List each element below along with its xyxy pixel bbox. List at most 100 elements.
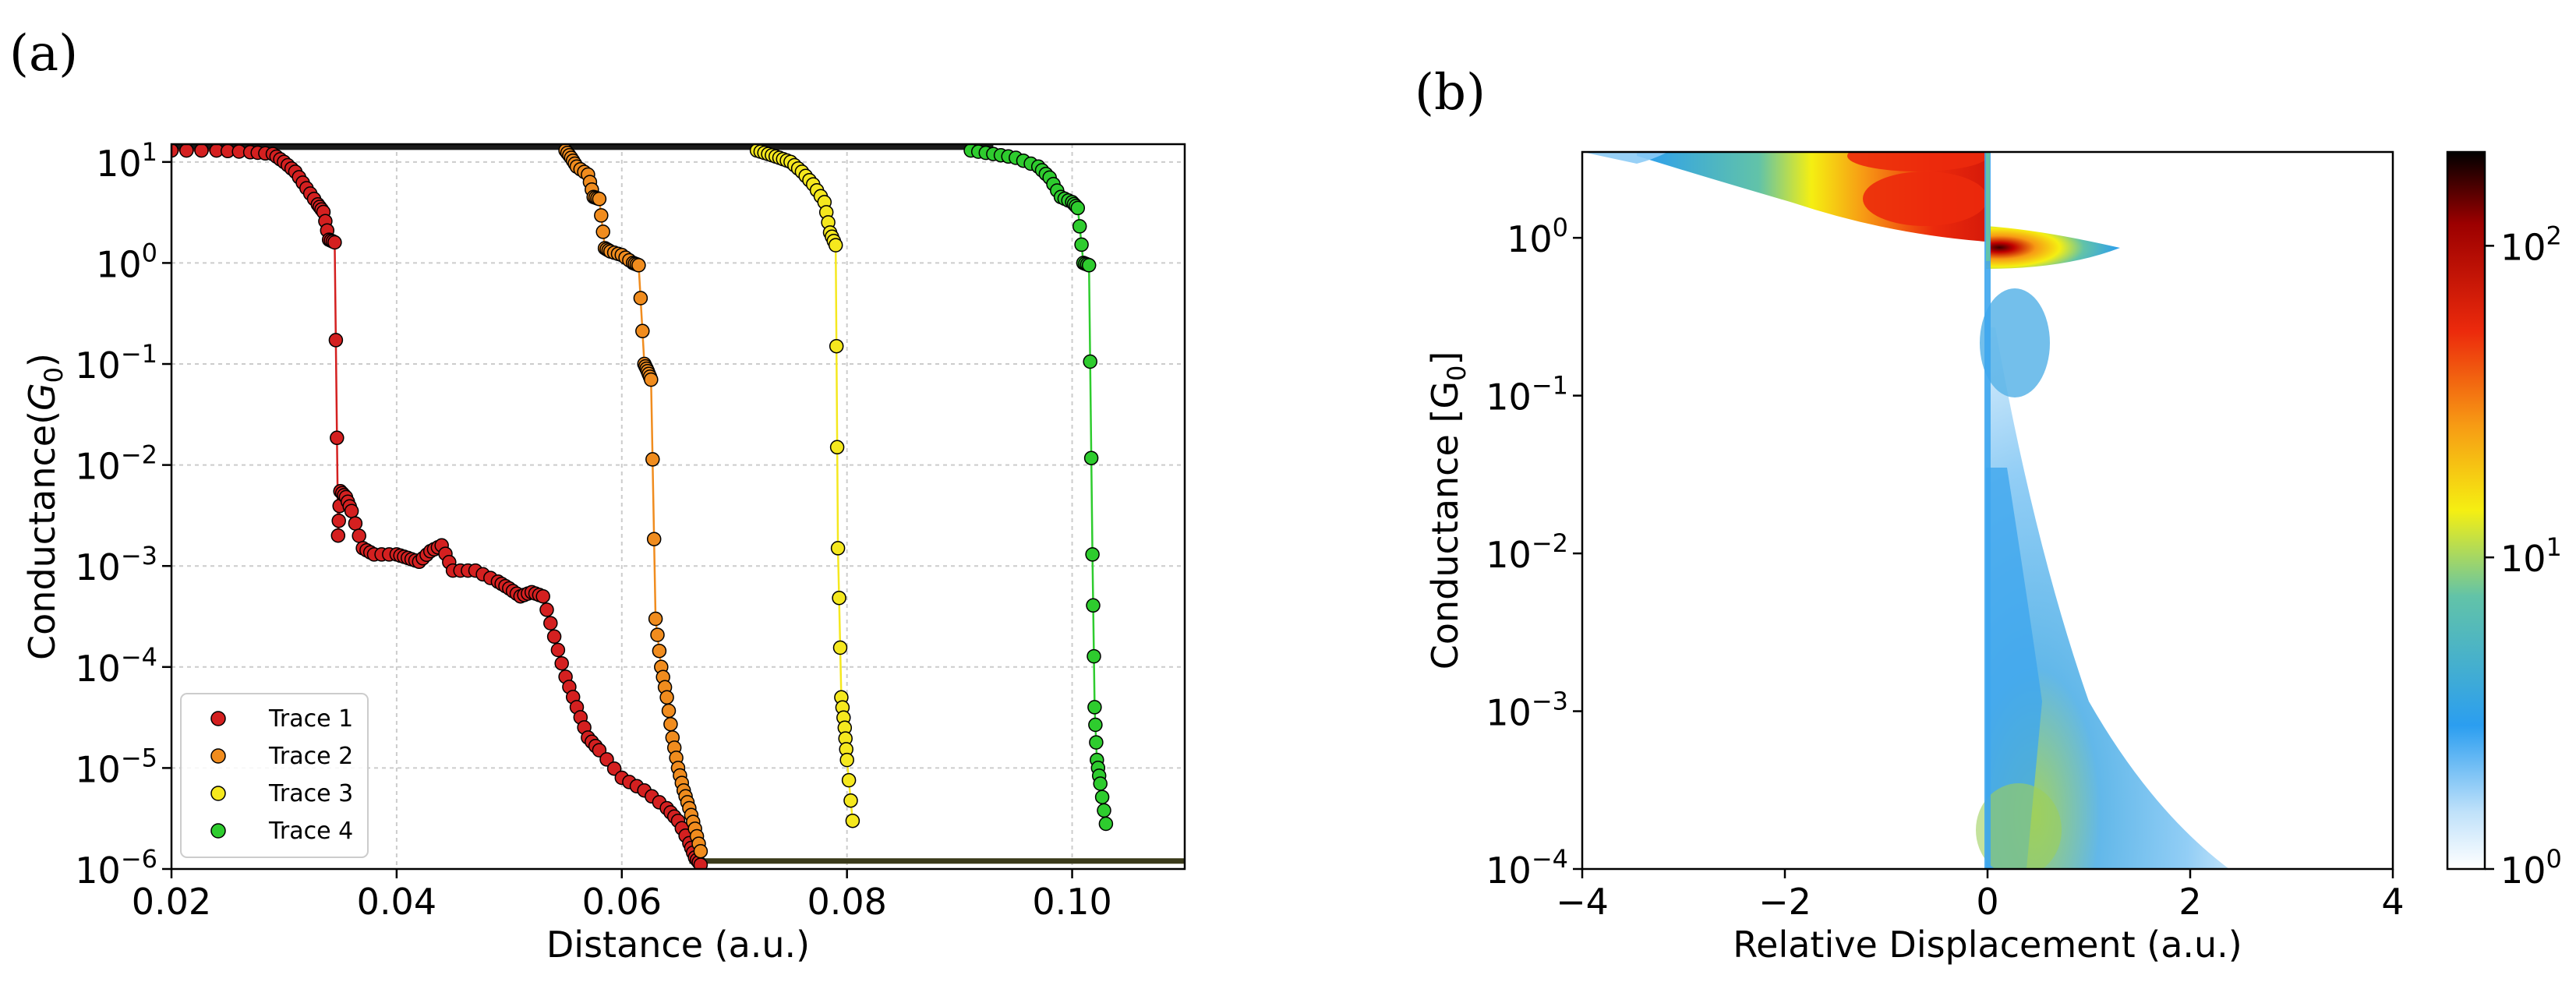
trace-4-point bbox=[1088, 717, 1103, 733]
heatmap-ridge-top bbox=[1986, 152, 1990, 261]
trace-2-point bbox=[594, 208, 609, 223]
trace-2-point bbox=[652, 643, 667, 659]
legend-marker-trace-2 bbox=[210, 748, 226, 764]
trace-2-point bbox=[659, 690, 674, 705]
panel-b-x-ticks: −4 −2 0 2 4 bbox=[1556, 869, 2405, 923]
trace-4-point bbox=[1087, 648, 1101, 664]
heatmap-band-edge bbox=[1582, 152, 1668, 164]
trace-1-point bbox=[592, 743, 607, 758]
panel-a-y-tick-label: 100 bbox=[96, 238, 157, 285]
trace-3-point bbox=[829, 338, 844, 354]
panel-b-label: (b) bbox=[1415, 64, 1486, 122]
colorbar-gradient bbox=[2446, 150, 2486, 871]
panel-b-x-axis-title: Relative Displacement (a.u.) bbox=[1733, 924, 2242, 966]
trace-2-point bbox=[592, 192, 607, 207]
trace-1-point bbox=[171, 144, 179, 158]
heatmap-band-hot-1 bbox=[1863, 171, 1988, 226]
panel-a-y-tick-label: 10−5 bbox=[75, 743, 157, 790]
trace-1-point bbox=[327, 235, 342, 250]
panel-a-x-tick-label: 0.06 bbox=[582, 881, 662, 923]
colorbar-ticks: 100 101 102 bbox=[2485, 221, 2562, 892]
panel-b-y-tick-label: 100 bbox=[1507, 213, 1568, 260]
trace-1-point bbox=[599, 752, 614, 767]
panel-a-x-tick-label: 0.08 bbox=[807, 881, 886, 923]
trace-2-point bbox=[693, 843, 708, 859]
trace-1-point bbox=[606, 761, 622, 776]
heatmap-tail-core bbox=[1986, 468, 2042, 869]
heatmap-tail-green-patch bbox=[1976, 783, 2062, 869]
trace-4-point bbox=[1093, 776, 1108, 791]
heatmap bbox=[1582, 152, 2393, 869]
trace-4-point bbox=[1085, 547, 1100, 562]
panel-b-y-tick-label: 10−1 bbox=[1486, 371, 1568, 419]
legend-marker-trace-4 bbox=[210, 823, 226, 839]
trace-2-point bbox=[631, 258, 646, 273]
trace-3-point bbox=[828, 238, 843, 253]
trace-1-point bbox=[554, 655, 569, 671]
panel-a-y-tick-label: 10−4 bbox=[75, 642, 157, 690]
trace-1-point bbox=[539, 602, 554, 617]
trace-4-point bbox=[1081, 258, 1097, 273]
panel-b-y-tick-label: 10−3 bbox=[1486, 687, 1568, 734]
trace-2-point bbox=[644, 372, 659, 387]
panel-b-x-tick-label: −4 bbox=[1556, 881, 1609, 923]
trace-4-point bbox=[1083, 354, 1097, 369]
trace-4-point bbox=[1098, 816, 1114, 832]
panel-b-y-tick-label: 10−4 bbox=[1486, 844, 1568, 892]
trace-1-point bbox=[543, 616, 558, 631]
panel-b-x-tick-label: 0 bbox=[1976, 881, 1998, 923]
colorbar-tick-label: 102 bbox=[2500, 221, 2562, 268]
trace-2-point bbox=[650, 627, 665, 642]
panel-a-y-axis-title: Conductance(G0) bbox=[21, 353, 69, 660]
panel-a-x-tick-label: 0.02 bbox=[132, 881, 211, 923]
legend-box bbox=[180, 693, 369, 858]
legend-label-trace-2: Trace 2 bbox=[268, 743, 353, 770]
panel-a-x-ticks: 0.02 0.04 0.06 0.08 0.10 bbox=[132, 869, 1112, 923]
heatmap-mid-blob bbox=[1980, 288, 2050, 397]
trace-1-point bbox=[352, 528, 366, 543]
trace-1-point bbox=[535, 588, 550, 604]
panel-b-x-tick-label: 4 bbox=[2381, 881, 2404, 923]
trace-1-point bbox=[194, 144, 209, 158]
legend-marker-trace-3 bbox=[210, 786, 226, 801]
trace-4-line bbox=[970, 149, 1108, 825]
trace-3-point bbox=[832, 640, 848, 655]
legend-label-trace-4: Trace 4 bbox=[268, 818, 353, 845]
panel-a-x-tick-label: 0.04 bbox=[357, 881, 436, 923]
panel-a-label: (a) bbox=[9, 25, 78, 83]
trace-4-point bbox=[1074, 237, 1089, 253]
trace-3-point bbox=[830, 541, 846, 556]
trace-2-point bbox=[633, 291, 648, 306]
colorbar: 100 101 102 bbox=[2446, 150, 2562, 892]
trace-1-point bbox=[348, 516, 363, 531]
panel-a-x-axis-title: Distance (a.u.) bbox=[546, 924, 810, 966]
trace-2-point bbox=[646, 532, 662, 546]
trace-4-point bbox=[1086, 598, 1101, 613]
trace-1-point bbox=[179, 144, 194, 158]
trace-2-point bbox=[645, 452, 660, 467]
legend-label-trace-3: Trace 3 bbox=[268, 780, 353, 807]
trace-3-point bbox=[839, 752, 854, 768]
panel-b-x-tick-label: −2 bbox=[1758, 881, 1811, 923]
panel-a-y-tick-label: 10−1 bbox=[75, 339, 157, 387]
panel-a: (a) 0.02 0.04 0.06 0.08 0.10 10110010−110−21… bbox=[9, 25, 1186, 966]
panel-a-y-tick-label: 10−3 bbox=[75, 541, 157, 588]
trace-3-point bbox=[845, 813, 860, 828]
panel-a-legend: Trace 1 Trace 2 Trace 3 Trace 4 bbox=[180, 693, 369, 858]
trace-1-point bbox=[550, 642, 566, 658]
trace-1-point bbox=[330, 430, 345, 446]
trace-1-point bbox=[328, 333, 344, 348]
trace-3-point bbox=[829, 440, 845, 455]
panel-a-x-tick-label: 0.10 bbox=[1032, 881, 1111, 923]
trace-4-point bbox=[1083, 450, 1099, 465]
panel-b-y-tick-label: 10−2 bbox=[1486, 528, 1568, 576]
heatmap-vertical-ridge bbox=[1984, 152, 1991, 869]
trace-1-point bbox=[331, 513, 346, 528]
trace-2-point bbox=[663, 716, 678, 732]
panel-a-frame bbox=[170, 143, 1186, 871]
trace-4-point bbox=[1089, 735, 1104, 750]
colorbar-tick-label: 100 bbox=[2500, 844, 2562, 892]
panel-b-y-axis-title: Conductance [G0] bbox=[1424, 351, 1472, 670]
trace-4-point bbox=[1097, 803, 1111, 818]
